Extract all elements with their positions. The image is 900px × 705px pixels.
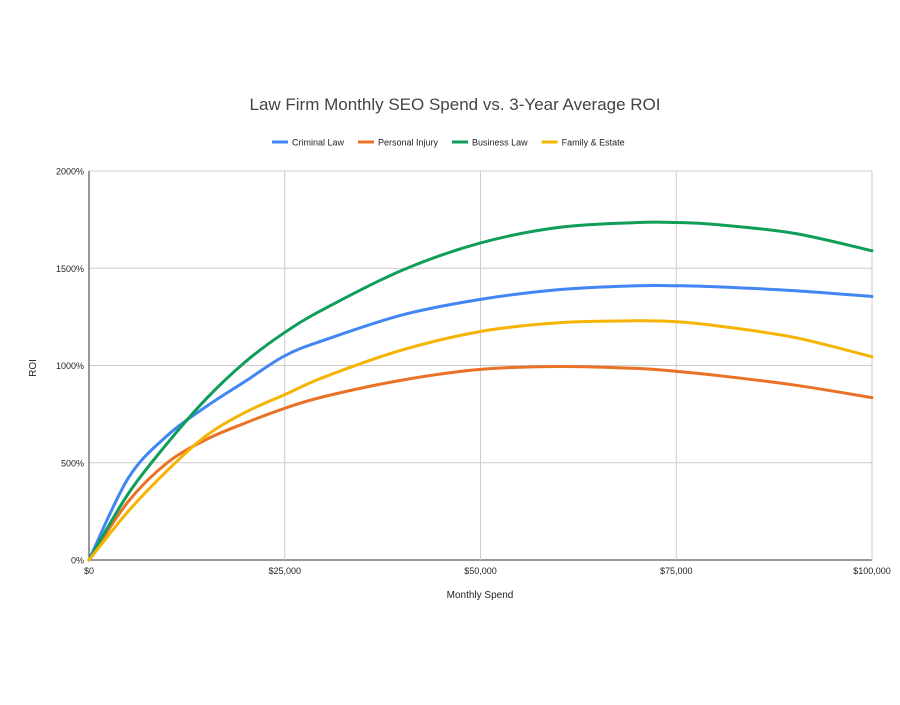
legend-label-criminal-law: Criminal Law bbox=[292, 138, 345, 148]
x-tick-label: $100,000 bbox=[853, 566, 891, 576]
series-line-business-law bbox=[87, 220, 874, 562]
series-line-personal-injury bbox=[87, 364, 874, 562]
legend-label-personal-injury: Personal Injury bbox=[378, 138, 439, 148]
y-axis-label: ROI bbox=[28, 359, 39, 377]
x-axis-label: Monthly Spend bbox=[447, 590, 514, 601]
y-axis: 0% 500% 1000% 1500% 2000% bbox=[56, 167, 84, 566]
series-line-criminal-law bbox=[87, 283, 874, 562]
x-tick-label: $25,000 bbox=[268, 566, 301, 576]
x-tick-label: $0 bbox=[84, 566, 94, 576]
legend-label-business-law: Business Law bbox=[472, 138, 528, 148]
x-tick-label: $50,000 bbox=[464, 566, 497, 576]
x-axis: $0 $25,000 $50,000 $75,000 $100,000 bbox=[84, 566, 891, 576]
y-tick-label: 500% bbox=[61, 458, 84, 468]
series-line-family-estate bbox=[87, 319, 874, 562]
y-tick-label: 0% bbox=[71, 556, 84, 566]
x-tick-label: $75,000 bbox=[660, 566, 693, 576]
chart-title: Law Firm Monthly SEO Spend vs. 3-Year Av… bbox=[249, 95, 660, 114]
grid bbox=[88, 170, 873, 561]
legend-label-family-estate: Family & Estate bbox=[562, 138, 625, 148]
y-tick-label: 1500% bbox=[56, 264, 84, 274]
y-tick-label: 1000% bbox=[56, 361, 84, 371]
y-tick-label: 2000% bbox=[56, 167, 84, 177]
series-lines bbox=[87, 220, 874, 562]
legend: Criminal Law Personal Injury Business Law F… bbox=[272, 138, 625, 148]
